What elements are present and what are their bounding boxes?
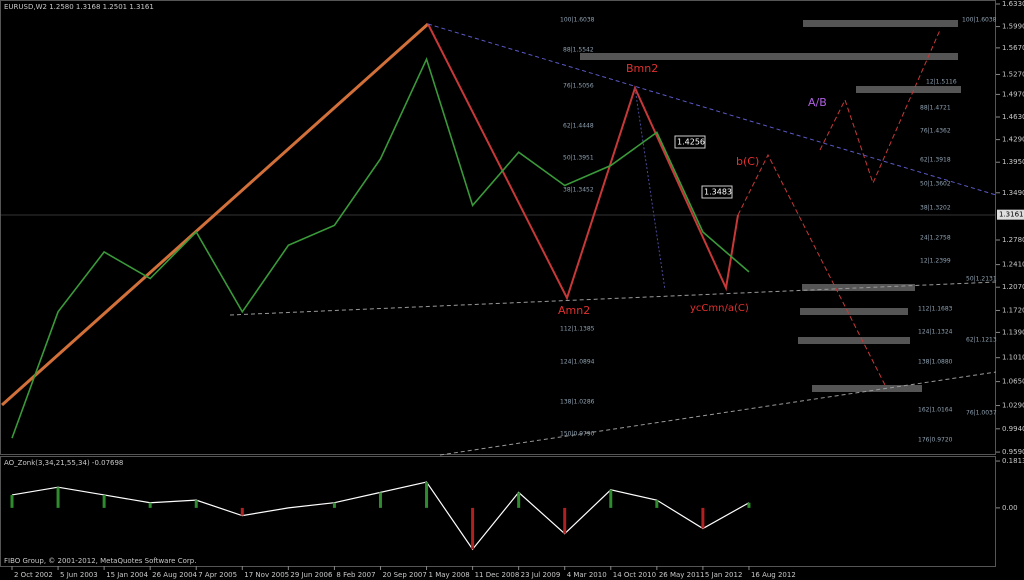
current-price-label: 1.3161: [999, 211, 1024, 219]
y-tick-label: 1.3950: [1002, 158, 1024, 166]
price-line: [11, 56, 750, 439]
y-tick-label: 1.1390: [1002, 328, 1024, 336]
annotation: ycCmn/a(C): [690, 303, 749, 314]
fib-label: 100|1.6038: [560, 17, 595, 24]
fib-label: 88|1.5542: [563, 47, 594, 54]
price-pane: [0, 0, 996, 455]
copyright: FIBO Group, © 2001-2012, MetaQuotes Soft…: [4, 557, 196, 565]
x-tick-label: 14 Oct 2010: [613, 571, 656, 579]
y-tick-label: 1.3490: [1002, 189, 1024, 197]
fib-label: 12|1.2399: [920, 258, 951, 265]
x-tick-label: 26 Aug 2004: [152, 571, 197, 579]
y-tick-label: 1.5270: [1002, 70, 1024, 78]
price-tag-box: [674, 135, 706, 149]
fib-label: 50|1.3951: [563, 155, 594, 162]
fib-label: 38|1.3452: [563, 187, 594, 194]
y-tick-label: 1.1720: [1002, 306, 1024, 314]
fib-label: 12|1.5116: [926, 79, 957, 86]
current-price-box: [997, 209, 1024, 220]
fib-label: 76|1.5056: [563, 83, 594, 90]
fib-boxes: [580, 20, 961, 392]
x-tick-label: 15 Jan 2004: [106, 571, 149, 579]
x-tick-label: 2 Oct 2002: [14, 571, 53, 579]
fib-label: 62|1.1213: [966, 337, 997, 344]
annotation: A/B: [808, 96, 827, 109]
x-tick-label: 11 Dec 2008: [475, 571, 520, 579]
fib-label: 162|1.0164: [918, 407, 953, 414]
x-tick-label: 23 Jul 2009: [521, 571, 561, 579]
y-tick-label: 1.2410: [1002, 261, 1024, 269]
fib-label: 176|0.9720: [918, 437, 953, 444]
x-tick-label: 7 Apr 2005: [198, 571, 237, 579]
fib-label: 50|1.3602: [920, 181, 951, 188]
fib-label: 112|1.1385: [560, 326, 595, 333]
y-tick-label: 1.5670: [1002, 44, 1024, 52]
fib-label: 50|1.2131: [966, 276, 997, 283]
fib-label: 76|1.0037: [966, 410, 997, 417]
annotation: Amn2: [558, 304, 590, 317]
y-tick-label: 1.5990: [1002, 23, 1024, 31]
y-tick-label: 1.4290: [1002, 136, 1024, 144]
fib-label: 76|1.4362: [920, 128, 951, 135]
fib-label: 150|0.9790: [560, 431, 595, 438]
fib-label: 100|1.6038: [962, 17, 997, 24]
annotation: 1.4256: [677, 138, 705, 147]
fib-label: 138|1.0286: [560, 399, 595, 406]
fib-label: 124|1.1324: [918, 329, 953, 336]
wave-lines: [1, 22, 997, 456]
price-tag-box: [701, 185, 733, 199]
annotation: 1.3483: [704, 188, 732, 197]
fib-label: 124|1.0894: [560, 359, 595, 366]
fib-label: 62|1.3918: [920, 157, 951, 164]
x-tick-label: 4 Mar 2010: [567, 571, 607, 579]
y-tick-label: 1.6330: [1002, 0, 1024, 8]
y-tick-label: 1.0650: [1002, 378, 1024, 386]
y-tick-label: 0.18135: [1002, 457, 1024, 465]
annotation: Bmn2: [626, 62, 658, 75]
fib-label: 24|1.2758: [920, 235, 951, 242]
y-tick-label: 1.1010: [1002, 354, 1024, 362]
x-tick-label: 29 Jun 2006: [290, 571, 333, 579]
annotation: b(C): [736, 155, 759, 168]
fib-label: 138|1.0880: [918, 359, 953, 366]
y-tick-label: 1.2780: [1002, 236, 1024, 244]
x-tick-label: 16 Aug 2012: [751, 571, 796, 579]
fib-label: 88|1.4721: [920, 105, 951, 112]
x-tick-label: 20 Sep 2007: [382, 571, 426, 579]
indicator-pane: [0, 456, 996, 567]
x-tick-label: 5 Jun 2003: [60, 571, 98, 579]
y-tick-label: 1.4970: [1002, 90, 1024, 98]
y-tick-label: 1.2070: [1002, 283, 1024, 291]
fib-label: 62|1.4448: [563, 123, 594, 130]
x-tick-label: 8 Feb 2007: [336, 571, 375, 579]
y-tick-label: 0.9590: [1002, 448, 1024, 456]
indicator-title: AO_Zonk(3,34,21,55,34) -0.07698: [4, 459, 123, 467]
fib-label: 38|1.3202: [920, 205, 951, 212]
x-tick-label: 5 Jan 2012: [705, 571, 743, 579]
x-tick-label: 17 Nov 2005: [244, 571, 289, 579]
y-tick-label: 1.4630: [1002, 113, 1024, 121]
x-tick-label: 26 May 2011: [659, 571, 705, 579]
x-tick-label: 1 May 2008: [429, 571, 470, 579]
fib-label: 112|1.1683: [918, 306, 953, 313]
y-tick-label: 0.00: [1002, 504, 1018, 512]
chart-header: EURUSD,W2 1.2580 1.3168 1.2501 1.3161: [4, 3, 154, 11]
